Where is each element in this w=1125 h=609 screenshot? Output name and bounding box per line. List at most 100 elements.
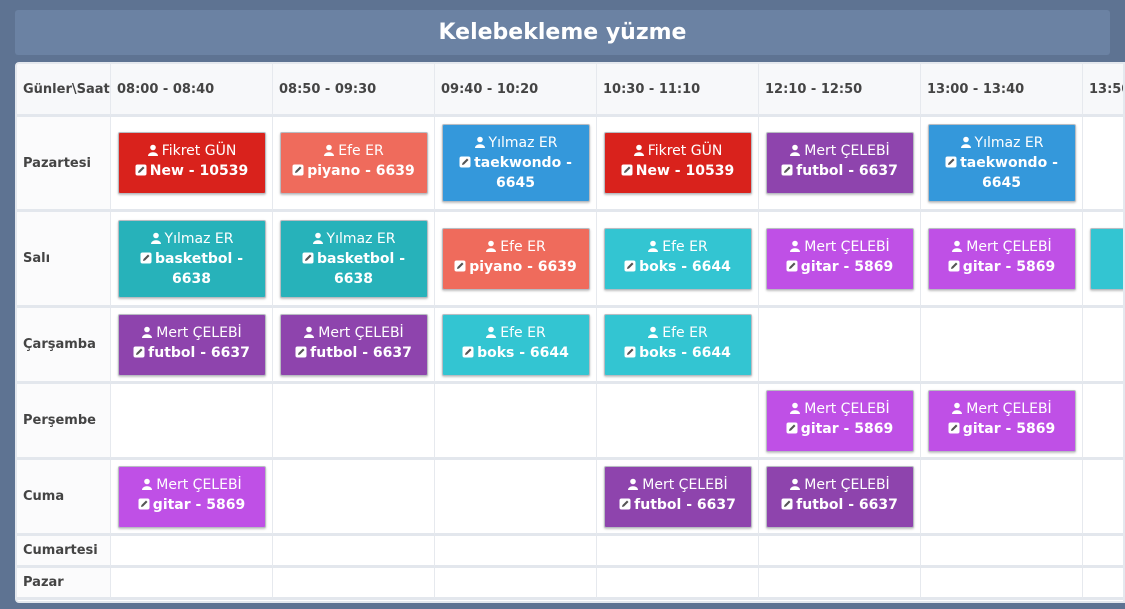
lesson-line: futbol - 6637	[773, 161, 907, 181]
edit-icon	[786, 422, 798, 433]
slot-cell: Mert ÇELEBİ futbol - 6637	[759, 117, 921, 212]
slot-cell	[1083, 212, 1123, 308]
teacher-line: Mert ÇELEBİ	[125, 323, 259, 343]
teacher-name: Fikret GÜN	[647, 143, 723, 159]
time-header: 09:40 - 10:20	[435, 64, 597, 117]
teacher-name: Mert ÇELEBİ	[804, 400, 890, 417]
slot-cell: Mert ÇELEBİ futbol - 6637	[759, 460, 921, 536]
lesson-card[interactable]: Mert ÇELEBİ gitar - 5869	[117, 465, 266, 528]
teacher-line: Mert ÇELEBİ	[287, 323, 421, 343]
lesson-line: gitar - 5869	[773, 419, 907, 439]
lesson-name: piyano - 6639	[469, 258, 577, 275]
edit-icon	[133, 346, 145, 357]
teacher-name: Mert ÇELEBİ	[318, 324, 404, 341]
teacher-name: Mert ÇELEBİ	[804, 238, 890, 255]
teacher-name: Yılmaz ER	[326, 230, 396, 247]
edit-icon	[140, 252, 152, 263]
lesson-card[interactable]: Efe ER piyano - 6639	[279, 132, 428, 194]
lesson-card[interactable]: Mert ÇELEBİ gitar - 5869	[765, 389, 914, 452]
user-icon	[304, 326, 315, 338]
user-icon	[790, 240, 801, 252]
slot-cell	[1083, 536, 1123, 568]
lesson-line: boks - 6644	[611, 343, 745, 363]
slot-cell: Efe ER boks - 6644	[597, 308, 759, 384]
lesson-line: futbol - 6637	[611, 495, 745, 515]
teacher-name: Mert ÇELEBİ	[804, 476, 890, 493]
slot-cell	[597, 568, 759, 600]
day-label: Perşembe	[17, 384, 111, 460]
lesson-card[interactable]: Mert ÇELEBİ futbol - 6637	[279, 313, 428, 376]
user-icon	[474, 136, 485, 148]
lesson-card[interactable]: Mert ÇELEBİ futbol - 6637	[117, 313, 266, 376]
slot-cell: Mert ÇELEBİ gitar - 5869	[921, 212, 1083, 308]
lesson-line: taekwondo - 6645	[449, 153, 583, 193]
lesson-card[interactable]: Mert ÇELEBİ futbol - 6637	[765, 465, 914, 528]
teacher-name: Mert ÇELEBİ	[966, 400, 1052, 417]
edit-icon	[454, 260, 466, 271]
edit-icon	[945, 156, 957, 168]
edit-icon	[621, 164, 633, 176]
slot-cell	[921, 308, 1083, 384]
slot-cell	[435, 536, 597, 568]
lesson-name: boks - 6644	[639, 258, 731, 275]
lesson-line: piyano - 6639	[287, 161, 421, 181]
lesson-name: taekwondo - 6645	[960, 155, 1058, 191]
time-header: 10:30 - 11:10	[597, 64, 759, 117]
lesson-card[interactable]: Mert ÇELEBİ futbol - 6637	[765, 132, 914, 194]
time-header: 13:00 - 13:40	[921, 64, 1083, 117]
slot-cell	[435, 568, 597, 600]
lesson-name: gitar - 5869	[152, 496, 246, 513]
user-icon	[312, 232, 323, 244]
slot-cell: Yılmaz ER basketbol - 6638	[111, 212, 273, 308]
edit-icon	[292, 164, 304, 176]
slot-cell	[273, 384, 435, 460]
lesson-card[interactable]: Fikret GÜN New - 10539	[603, 132, 752, 194]
slot-cell	[1083, 568, 1123, 600]
lesson-card[interactable]: Yılmaz ER basketbol - 6638	[279, 219, 428, 298]
lesson-name: futbol - 6637	[796, 163, 898, 179]
teacher-line: Fikret GÜN	[125, 141, 259, 161]
lesson-card[interactable]: Mert ÇELEBİ gitar - 5869	[765, 227, 914, 290]
slot-cell: Fikret GÜN New - 10539	[111, 117, 273, 212]
teacher-name: Efe ER	[662, 324, 708, 341]
slot-cell: Yılmaz ER basketbol - 6638	[273, 212, 435, 308]
user-icon	[960, 136, 971, 148]
lesson-card[interactable]: Mert ÇELEBİ futbol - 6637	[603, 465, 752, 528]
slot-cell	[759, 568, 921, 600]
slot-cell: Efe ER piyano - 6639	[435, 212, 597, 308]
teacher-line: Yılmaz ER	[935, 133, 1069, 153]
lesson-card[interactable]: Yılmaz ER basketbol - 6638	[117, 219, 266, 298]
lesson-name: New - 10539	[149, 163, 249, 179]
lesson-card[interactable]: Mert ÇELEBİ gitar - 5869	[927, 227, 1076, 290]
lesson-line: New - 10539	[125, 161, 259, 181]
lesson-card[interactable]: Yılmaz ER taekwondo - 6645	[441, 124, 590, 202]
day-label: Salı	[17, 212, 111, 308]
lesson-card[interactable]: Yılmaz ER taekwondo - 6645	[927, 124, 1076, 202]
user-icon	[142, 326, 153, 338]
lesson-card[interactable]: Mert ÇELEBİ gitar - 5869	[927, 389, 1076, 452]
slot-cell	[1083, 308, 1123, 384]
edit-icon	[619, 498, 631, 509]
lesson-card[interactable]	[1089, 227, 1123, 290]
lesson-card[interactable]: Efe ER boks - 6644	[603, 227, 752, 290]
lesson-card[interactable]: Efe ER boks - 6644	[441, 313, 590, 376]
lesson-name: basketbol - 6638	[316, 250, 406, 287]
day-label: Cumartesi	[17, 536, 111, 568]
edit-icon	[948, 422, 960, 433]
lesson-card[interactable]: Fikret GÜN New - 10539	[117, 132, 266, 194]
slot-cell	[597, 384, 759, 460]
slot-cell	[1083, 460, 1123, 536]
teacher-line: Mert ÇELEBİ	[935, 399, 1069, 419]
teacher-line: Mert ÇELEBİ	[611, 475, 745, 495]
slot-cell	[1083, 384, 1123, 460]
lesson-card[interactable]: Efe ER piyano - 6639	[441, 227, 590, 290]
lesson-card[interactable]: Efe ER boks - 6644	[603, 313, 752, 376]
slot-cell: Mert ÇELEBİ futbol - 6637	[111, 308, 273, 384]
day-label: Pazar	[17, 568, 111, 600]
lesson-name: boks - 6644	[639, 344, 731, 361]
edit-icon	[786, 260, 798, 271]
teacher-line: Mert ÇELEBİ	[773, 399, 907, 419]
lesson-name: gitar - 5869	[800, 258, 894, 275]
lesson-line: piyano - 6639	[449, 257, 583, 277]
